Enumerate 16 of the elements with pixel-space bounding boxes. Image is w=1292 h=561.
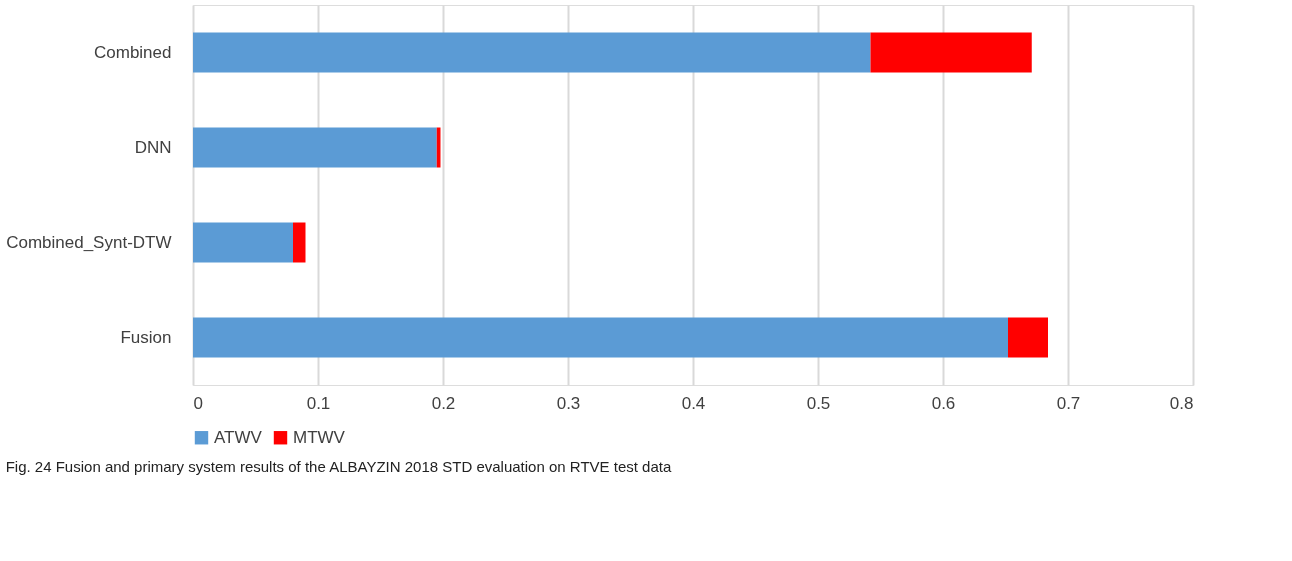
x-tick-label: 0.7 [1056,393,1081,413]
x-tick-label: 0.4 [681,393,706,413]
x-tick-label: 0.6 [931,393,956,413]
legend-label: ATWV [214,427,263,447]
x-tick-label: 0 [193,393,203,413]
x-tick-label: 0.3 [556,393,581,413]
y-tick-label: DNN [134,137,172,157]
y-tick-label: Fusion [120,327,172,347]
x-tick-label: 0.8 [1169,393,1194,413]
y-tick-label: Combined_Synt-DTW [6,232,172,252]
caption: Fig. 24 Fusion and primary system results of the ALBAYZIN 2018 STD evaluation on RTVE test data [5,458,672,475]
x-tick-label: 0.2 [431,393,456,413]
x-tick-label: 0.1 [306,393,331,413]
legend-label: MTWV [293,427,346,447]
x-tick-label: 0.5 [806,393,831,413]
y-tick-label: Combined [94,42,172,62]
